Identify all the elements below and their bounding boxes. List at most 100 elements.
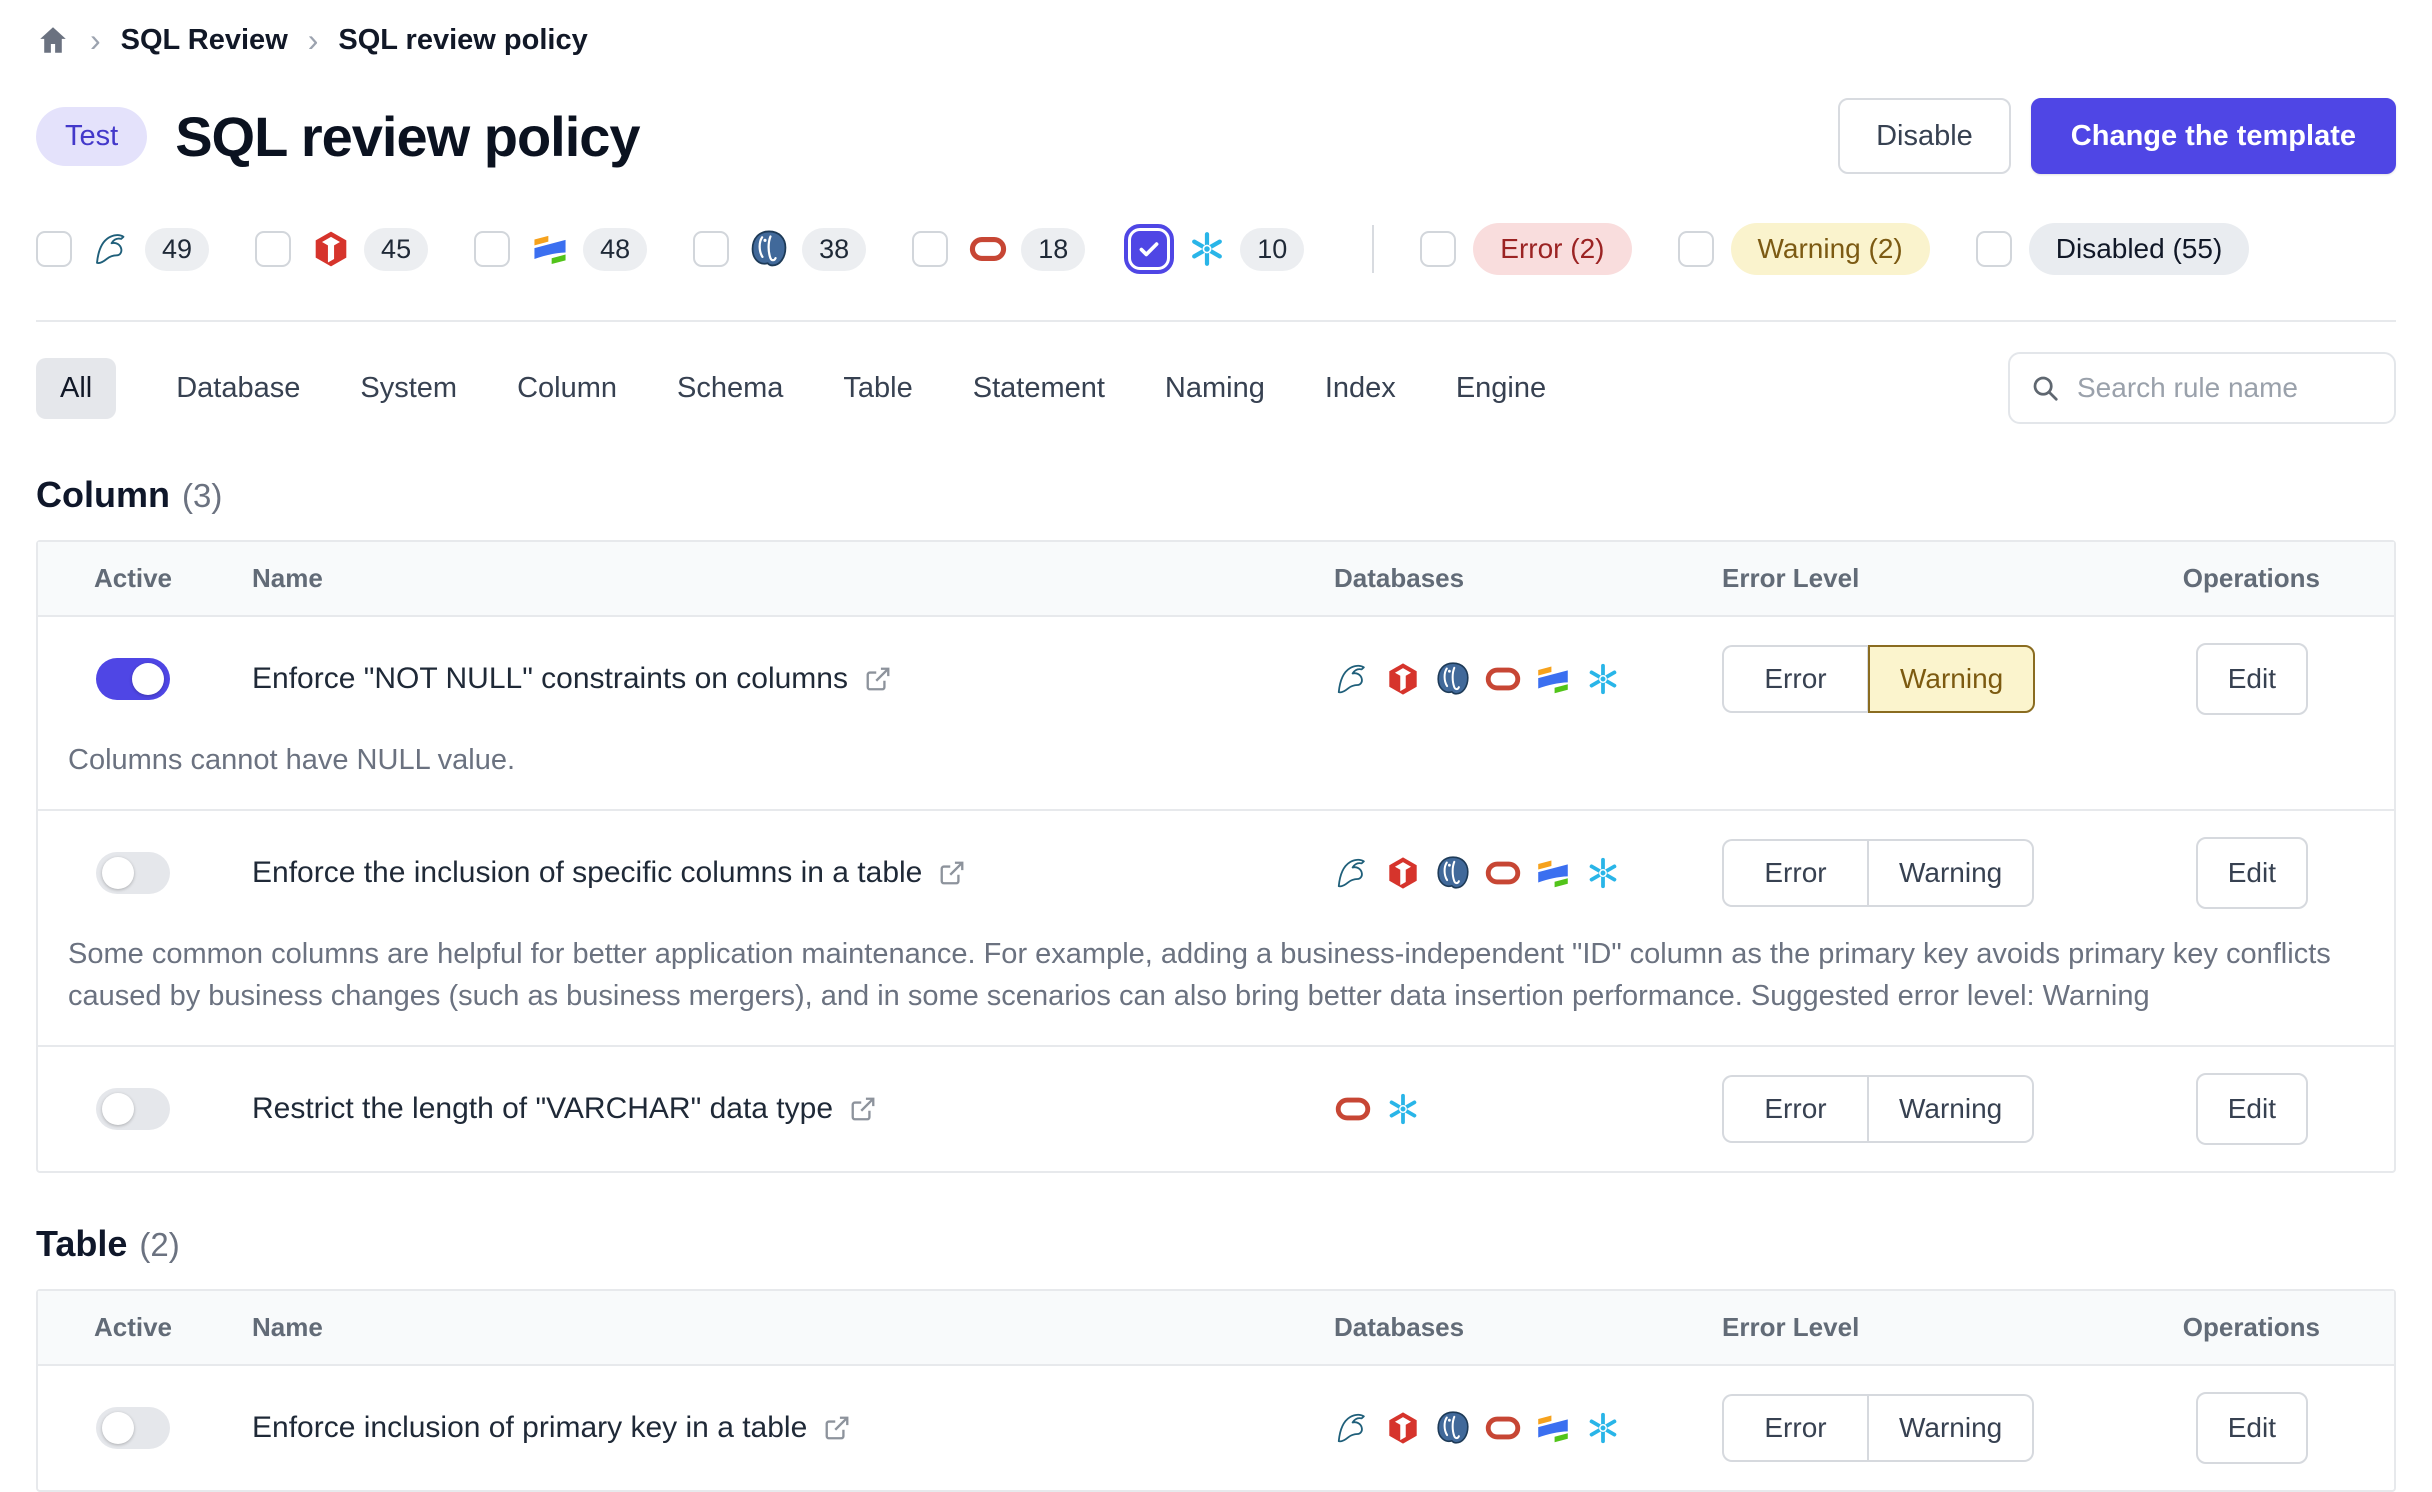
warning-filter-checkbox[interactable] xyxy=(1677,231,1714,267)
header-name: Name xyxy=(252,1312,323,1343)
edit-button[interactable]: Edit xyxy=(2195,1392,2308,1465)
rule-databases xyxy=(1306,1383,1706,1473)
rule-name: Enforce "NOT NULL" constraints on column… xyxy=(252,662,848,695)
change-template-button[interactable]: Change the template xyxy=(2030,98,2396,174)
rule-row-required-columns: Enforce the inclusion of specific column… xyxy=(38,809,2394,1045)
rule-row-primary-key: Enforce inclusion of primary key in a ta… xyxy=(38,1366,2394,1490)
header-operations: Operations xyxy=(2182,1312,2320,1343)
mysql-filter-checkbox[interactable] xyxy=(36,231,72,267)
tab-system[interactable]: System xyxy=(360,371,458,404)
edit-button[interactable]: Edit xyxy=(2195,1073,2308,1146)
snowflake-filter-checkbox[interactable] xyxy=(1124,224,1175,274)
mysql-rule-count: 49 xyxy=(145,227,210,271)
header-databases: Databases xyxy=(1334,1312,1465,1343)
home-icon[interactable] xyxy=(36,23,70,57)
divider xyxy=(36,320,2396,322)
tidb-rule-count: 45 xyxy=(364,227,429,271)
header-active: Active xyxy=(93,563,173,593)
error-level-button[interactable]: Error xyxy=(1722,1075,1868,1144)
postgresql-icon xyxy=(1434,854,1472,892)
chevron-right-icon: › xyxy=(90,21,101,58)
rule-databases xyxy=(1306,634,1706,724)
oceanbase-filter-checkbox[interactable] xyxy=(474,231,511,267)
edit-button[interactable]: Edit xyxy=(2195,837,2308,910)
disabled-filter-checkbox[interactable] xyxy=(1975,231,2012,267)
filter-level-warning: Warning (2) xyxy=(1677,222,1930,276)
warning-count-pill: Warning (2) xyxy=(1730,222,1930,276)
section-title-text: Table xyxy=(36,1223,128,1265)
rule-name: Restrict the length of "VARCHAR" data ty… xyxy=(252,1092,834,1126)
tidb-icon xyxy=(1384,854,1422,892)
chevron-right-icon: › xyxy=(307,21,319,58)
external-link-icon[interactable] xyxy=(864,665,892,693)
tidb-icon xyxy=(1384,660,1422,698)
table-header-row: Active Name Databases Error Level Operat… xyxy=(38,1291,2394,1367)
header-active: Active xyxy=(93,1312,173,1343)
filter-level-disabled: Disabled (55) xyxy=(1975,222,2250,276)
tab-schema[interactable]: Schema xyxy=(677,371,784,404)
section-title-column: Column (3) xyxy=(36,474,2396,516)
tab-index[interactable]: Index xyxy=(1324,371,1396,404)
external-link-icon[interactable] xyxy=(823,1414,851,1442)
oracle-icon xyxy=(1484,660,1522,698)
filter-engine-oceanbase: 48 xyxy=(474,227,648,271)
warning-level-button[interactable]: Warning xyxy=(1868,1394,2035,1463)
tab-engine[interactable]: Engine xyxy=(1455,371,1547,404)
oracle-icon xyxy=(1334,1090,1372,1128)
oracle-rule-count: 18 xyxy=(1021,227,1086,271)
postgresql-filter-checkbox[interactable] xyxy=(693,231,730,267)
snowflake-rule-count: 10 xyxy=(1240,227,1305,271)
rule-active-toggle[interactable] xyxy=(96,1407,170,1450)
warning-level-button[interactable]: Warning xyxy=(1868,1075,2035,1144)
header-name: Name xyxy=(252,563,323,593)
breadcrumb-sql-review-policy[interactable]: SQL review policy xyxy=(338,23,588,56)
header-databases: Databases xyxy=(1334,563,1465,593)
rule-description: Some common columns are helpful for bett… xyxy=(68,938,2331,1013)
snowflake-icon xyxy=(1584,1409,1622,1447)
error-level-button[interactable]: Error xyxy=(1722,645,1868,713)
section-title-table: Table (2) xyxy=(36,1223,2396,1265)
tab-all[interactable]: All xyxy=(36,357,117,419)
title-bar: Test SQL review policy Disable Change th… xyxy=(36,98,2396,174)
snowflake-icon xyxy=(1187,229,1227,269)
page-title: SQL review policy xyxy=(175,104,640,168)
section-count: (2) xyxy=(139,1226,180,1264)
tab-database[interactable]: Database xyxy=(176,371,301,404)
filter-engine-postgresql: 38 xyxy=(693,227,867,271)
table-header-row: Active Name Databases Error Level Operat… xyxy=(38,542,2394,617)
filter-engine-tidb: 45 xyxy=(255,227,429,271)
tab-table[interactable]: Table xyxy=(843,371,913,404)
rule-active-toggle[interactable] xyxy=(96,852,170,895)
warning-level-button[interactable]: Warning xyxy=(1868,839,2035,908)
rule-row-not-null: Enforce "NOT NULL" constraints on column… xyxy=(38,617,2394,809)
breadcrumb-sql-review[interactable]: SQL Review xyxy=(120,23,288,56)
external-link-icon[interactable] xyxy=(938,859,966,887)
filter-engine-snowflake: 10 xyxy=(1124,224,1305,274)
rule-description: Columns cannot have NULL value. xyxy=(68,744,516,776)
rule-active-toggle[interactable] xyxy=(96,1088,170,1131)
filter-engine-oracle: 18 xyxy=(912,227,1086,271)
tab-naming[interactable]: Naming xyxy=(1164,371,1265,404)
mysql-icon xyxy=(1334,854,1372,892)
error-filter-checkbox[interactable] xyxy=(1420,231,1457,267)
edit-button[interactable]: Edit xyxy=(2195,643,2308,715)
rule-name: Enforce inclusion of primary key in a ta… xyxy=(252,1411,808,1445)
warning-level-button[interactable]: Warning xyxy=(1868,645,2036,713)
tab-statement[interactable]: Statement xyxy=(972,371,1105,404)
snowflake-icon xyxy=(1384,1090,1422,1128)
rule-active-toggle[interactable] xyxy=(96,658,170,700)
error-level-button[interactable]: Error xyxy=(1722,1394,1868,1463)
tidb-filter-checkbox[interactable] xyxy=(255,231,292,267)
error-level-button[interactable]: Error xyxy=(1722,839,1868,908)
tab-column[interactable]: Column xyxy=(517,371,618,404)
oracle-filter-checkbox[interactable] xyxy=(912,231,949,267)
search-input[interactable] xyxy=(2075,371,2374,405)
section-count: (3) xyxy=(181,477,223,514)
external-link-icon[interactable] xyxy=(849,1095,877,1123)
mysql-icon xyxy=(1334,660,1372,698)
disable-button[interactable]: Disable xyxy=(1838,98,2011,174)
breadcrumb: › SQL Review › SQL review policy xyxy=(36,0,2396,64)
postgresql-icon xyxy=(1434,660,1472,698)
oracle-icon xyxy=(1484,854,1522,892)
